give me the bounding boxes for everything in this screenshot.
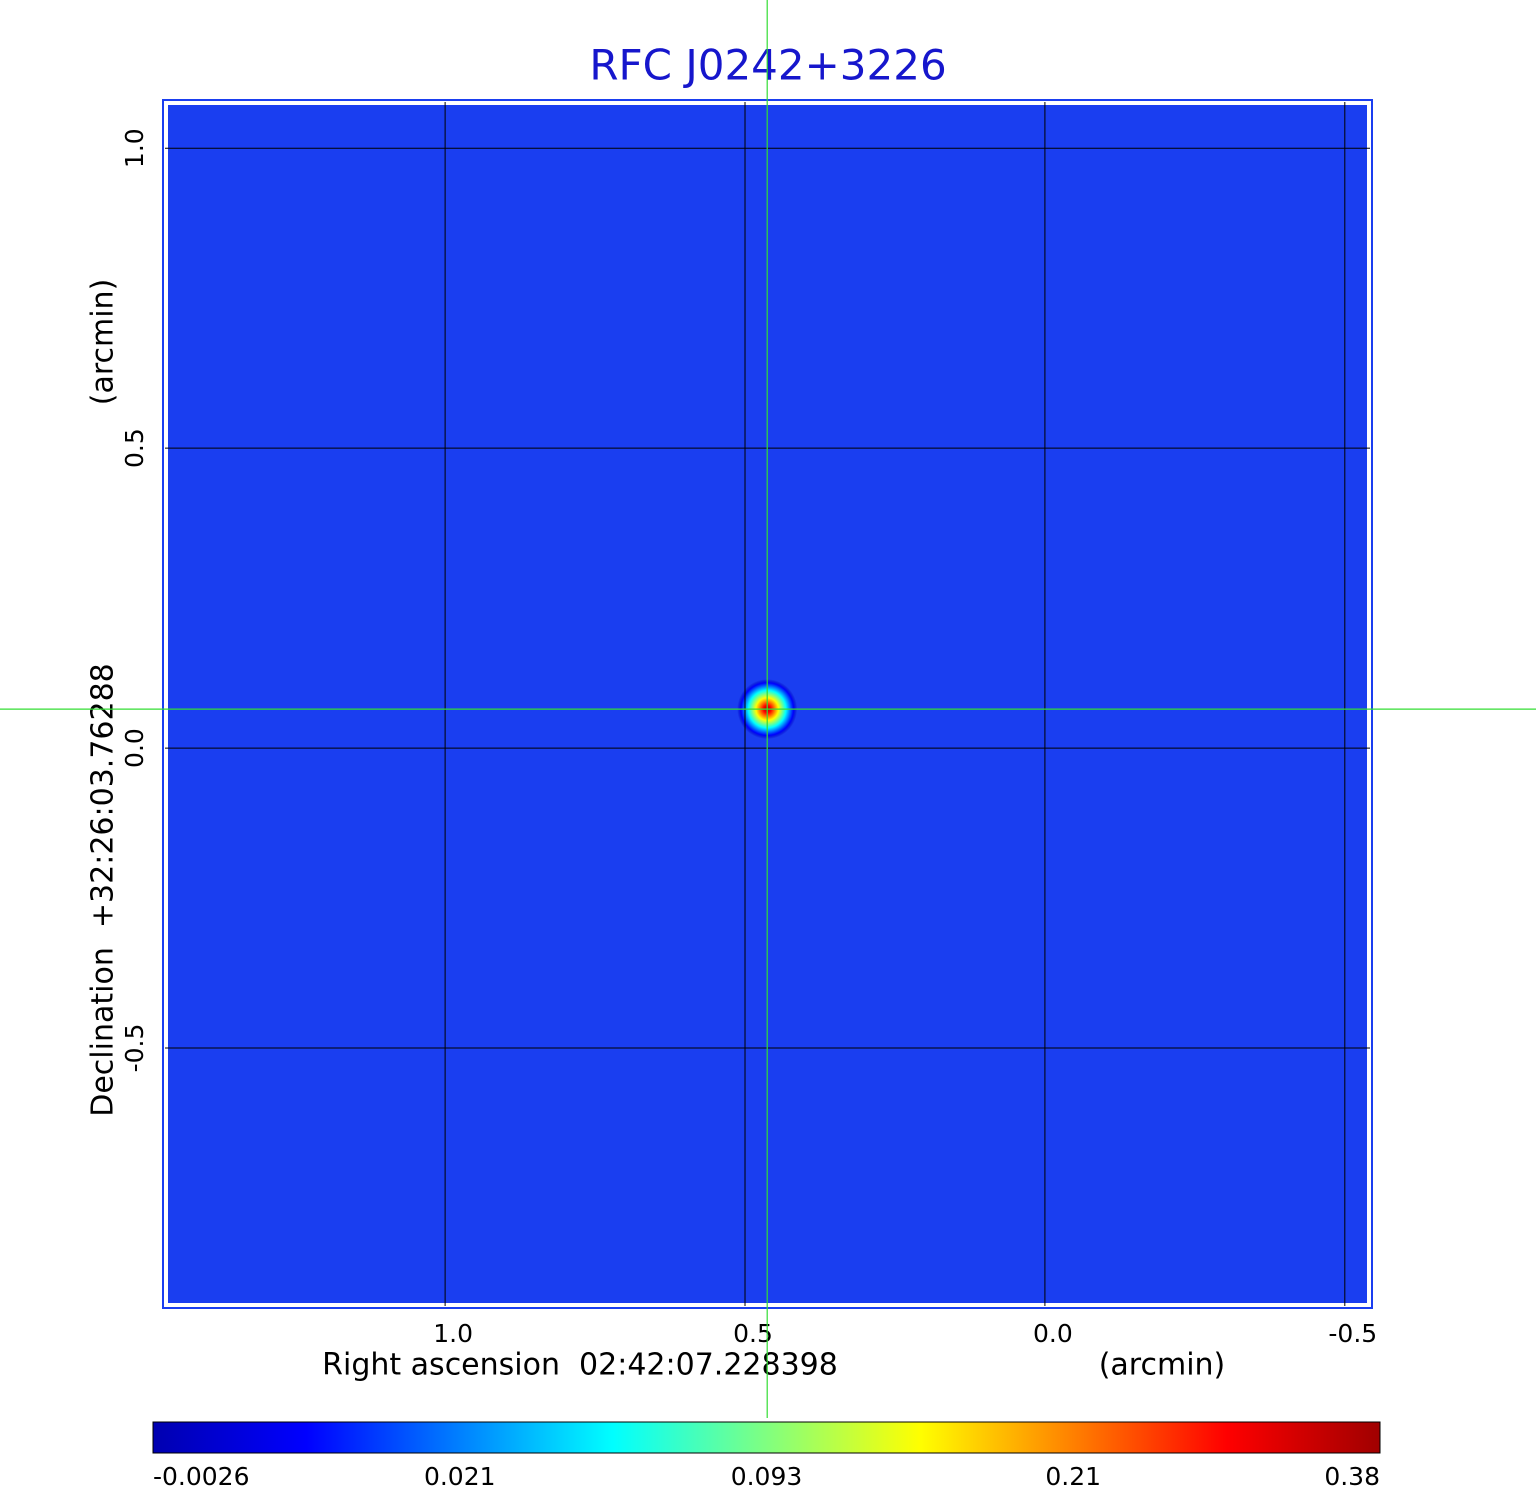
y-axis-label: Declination +32:26:03.76288 — [86, 663, 121, 1117]
colorbar-tick-label: 0.021 — [424, 1462, 496, 1491]
y-tick-label: 1.0 — [120, 128, 149, 168]
y-tick-label: 0.0 — [120, 728, 149, 768]
colorbar-tick-label: -0.0026 — [153, 1462, 250, 1491]
x-axis-unit: (arcmin) — [1099, 1348, 1226, 1383]
chart-title: RFC J0242+3226 — [589, 41, 946, 90]
y-axis-unit: (arcmin) — [86, 279, 121, 406]
x-tick-label: 0.5 — [733, 1319, 773, 1348]
x-tick-label: 0.0 — [1033, 1319, 1073, 1348]
colorbar-tick-label: 0.093 — [731, 1462, 803, 1491]
x-tick-label: -0.5 — [1328, 1319, 1377, 1348]
colorbar-tick-label: 0.21 — [1045, 1462, 1101, 1491]
x-tick-label: 1.0 — [433, 1319, 473, 1348]
x-axis-label: Right ascension 02:42:07.228398 — [322, 1348, 838, 1383]
y-tick-label: 0.5 — [120, 428, 149, 468]
y-tick-label: -0.5 — [120, 1024, 149, 1073]
colorbar — [152, 1421, 1381, 1454]
colorbar-tick-label: 0.38 — [1324, 1462, 1380, 1491]
